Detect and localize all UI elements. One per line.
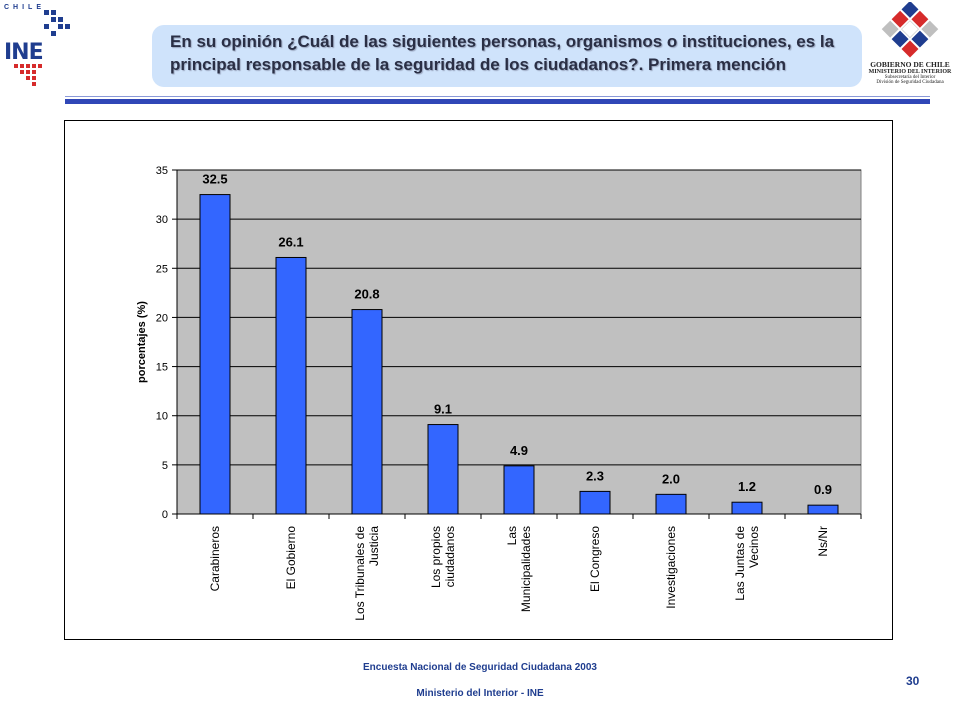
data-label: 32.5 [202, 172, 227, 187]
header-rule-thin [65, 96, 930, 97]
y-tick-label: 15 [156, 362, 168, 374]
gobierno-line4: División de Seguridad Ciudadana [876, 80, 944, 85]
bar [351, 309, 383, 515]
bar-chart: 0 5 10 15 20 25 30 35 porcentajes (%) 32.5 Carabin… [136, 165, 862, 621]
chart-frame: 0 5 10 15 20 25 30 35 porcentajes (%) 32.5 Carabin… [64, 120, 893, 640]
gobierno-line1: GOBIERNO DE CHILE [870, 60, 950, 69]
data-label: 20.8 [354, 287, 379, 302]
category-label: Vecinos [747, 526, 761, 568]
ine-logo: CHILE INE [4, 4, 76, 90]
y-tick-label: 25 [156, 263, 168, 275]
y-axis-label: porcentajes (%) [136, 301, 148, 383]
category-label: Municipalidades [519, 526, 533, 612]
category-label: El Congreso [588, 526, 602, 592]
ine-logo-brand: INE [4, 40, 44, 65]
data-label: 2.0 [662, 471, 680, 486]
bar [427, 424, 459, 515]
bar [579, 490, 611, 515]
category-label: El Gobierno [284, 526, 298, 590]
ine-logo-country: CHILE [4, 4, 45, 11]
page-title: En su opinión ¿Cuál de las siguientes pe… [170, 32, 835, 74]
data-label: 9.1 [434, 402, 452, 417]
category-label: Los propios [429, 526, 443, 588]
ine-grid-icon [14, 10, 70, 86]
gobierno-line2: MINISTERIO DEL INTERIOR [868, 69, 952, 75]
y-tick-label: 5 [162, 460, 168, 472]
bar [199, 194, 231, 515]
category-label: Las Juntas de [733, 526, 747, 601]
y-tick-label: 30 [156, 214, 168, 226]
y-tick-label: 35 [156, 165, 168, 177]
category-label: Investigaciones [664, 526, 678, 609]
y-tick-label: 10 [156, 411, 168, 423]
footer-ministry: Ministerio del Interior - INE [416, 688, 544, 699]
bar [503, 465, 535, 515]
category-label: Ns/Nr [816, 526, 830, 557]
gobierno-logo-text: GOBIERNO DE CHILE MINISTERIO DEL INTERIO… [862, 60, 958, 85]
header-rule [65, 99, 930, 104]
data-label: 26.1 [278, 234, 303, 249]
bar [731, 501, 763, 515]
category-label: Los Tribunales de [353, 526, 367, 621]
category-label: Las [505, 526, 519, 545]
data-label: 0.9 [814, 482, 832, 497]
y-tick-label: 0 [162, 509, 168, 521]
gobierno-logo: GOBIERNO DE CHILE MINISTERIO DEL INTERIO… [862, 2, 958, 122]
gobierno-line3: Subsecretaría del Interior [884, 75, 936, 80]
data-label: 1.2 [738, 479, 756, 494]
bar [655, 493, 687, 515]
page-number: 30 [906, 674, 920, 688]
bar [807, 504, 839, 515]
footer-survey-name: Encuesta Nacional de Seguridad Ciudadana… [363, 662, 597, 673]
category-label: ciudadanos [443, 526, 457, 587]
category-label: Carabineros [208, 526, 222, 591]
y-tick-label: 20 [156, 312, 168, 324]
category-label: Justicia [367, 526, 381, 566]
data-label: 2.3 [586, 468, 604, 483]
gobierno-emblem-icon [881, 2, 939, 58]
data-label: 4.9 [510, 443, 528, 458]
title-box: En su opinión ¿Cuál de las siguientes pe… [152, 25, 862, 87]
bar [275, 256, 307, 515]
